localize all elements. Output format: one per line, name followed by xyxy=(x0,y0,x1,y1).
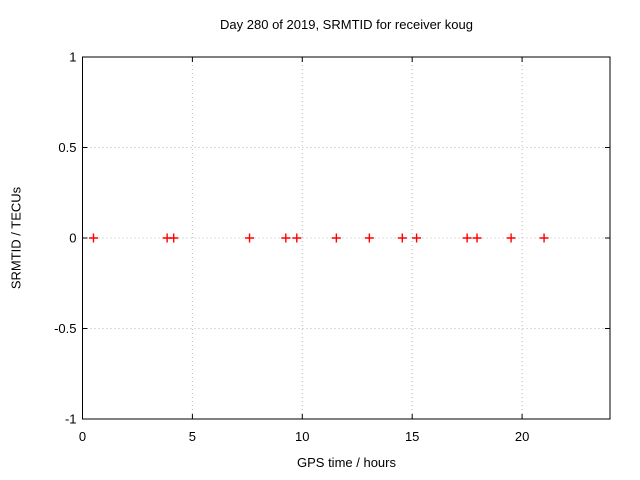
x-tick-label: 20 xyxy=(515,429,529,444)
chart-title: Day 280 of 2019, SRMTID for receiver kou… xyxy=(220,17,473,32)
data-point-marker xyxy=(506,233,516,243)
x-tick-label: 5 xyxy=(189,429,196,444)
y-tick-label: -1 xyxy=(65,412,77,427)
y-tick-label: 0.5 xyxy=(58,140,76,155)
data-point-marker xyxy=(281,233,291,243)
data-point-marker xyxy=(539,233,549,243)
x-axis-label: GPS time / hours xyxy=(297,455,396,470)
data-point-marker xyxy=(472,233,482,243)
y-tick-label: 1 xyxy=(69,50,76,65)
data-point-marker xyxy=(397,233,407,243)
data-point-marker xyxy=(88,233,98,243)
y-tick-label: -0.5 xyxy=(54,321,76,336)
data-point-marker xyxy=(412,233,422,243)
x-tick-label: 0 xyxy=(79,429,86,444)
y-tick-label: 0 xyxy=(69,231,76,246)
x-tick-label: 15 xyxy=(405,429,419,444)
data-point-marker xyxy=(245,233,255,243)
data-point-marker xyxy=(169,233,179,243)
data-point-marker xyxy=(331,233,341,243)
data-point-marker xyxy=(462,233,472,243)
data-point-marker xyxy=(292,233,302,243)
x-tick-label: 10 xyxy=(295,429,309,444)
data-point-marker xyxy=(364,233,374,243)
y-axis-label: SRMTID / TECUs xyxy=(8,186,24,290)
